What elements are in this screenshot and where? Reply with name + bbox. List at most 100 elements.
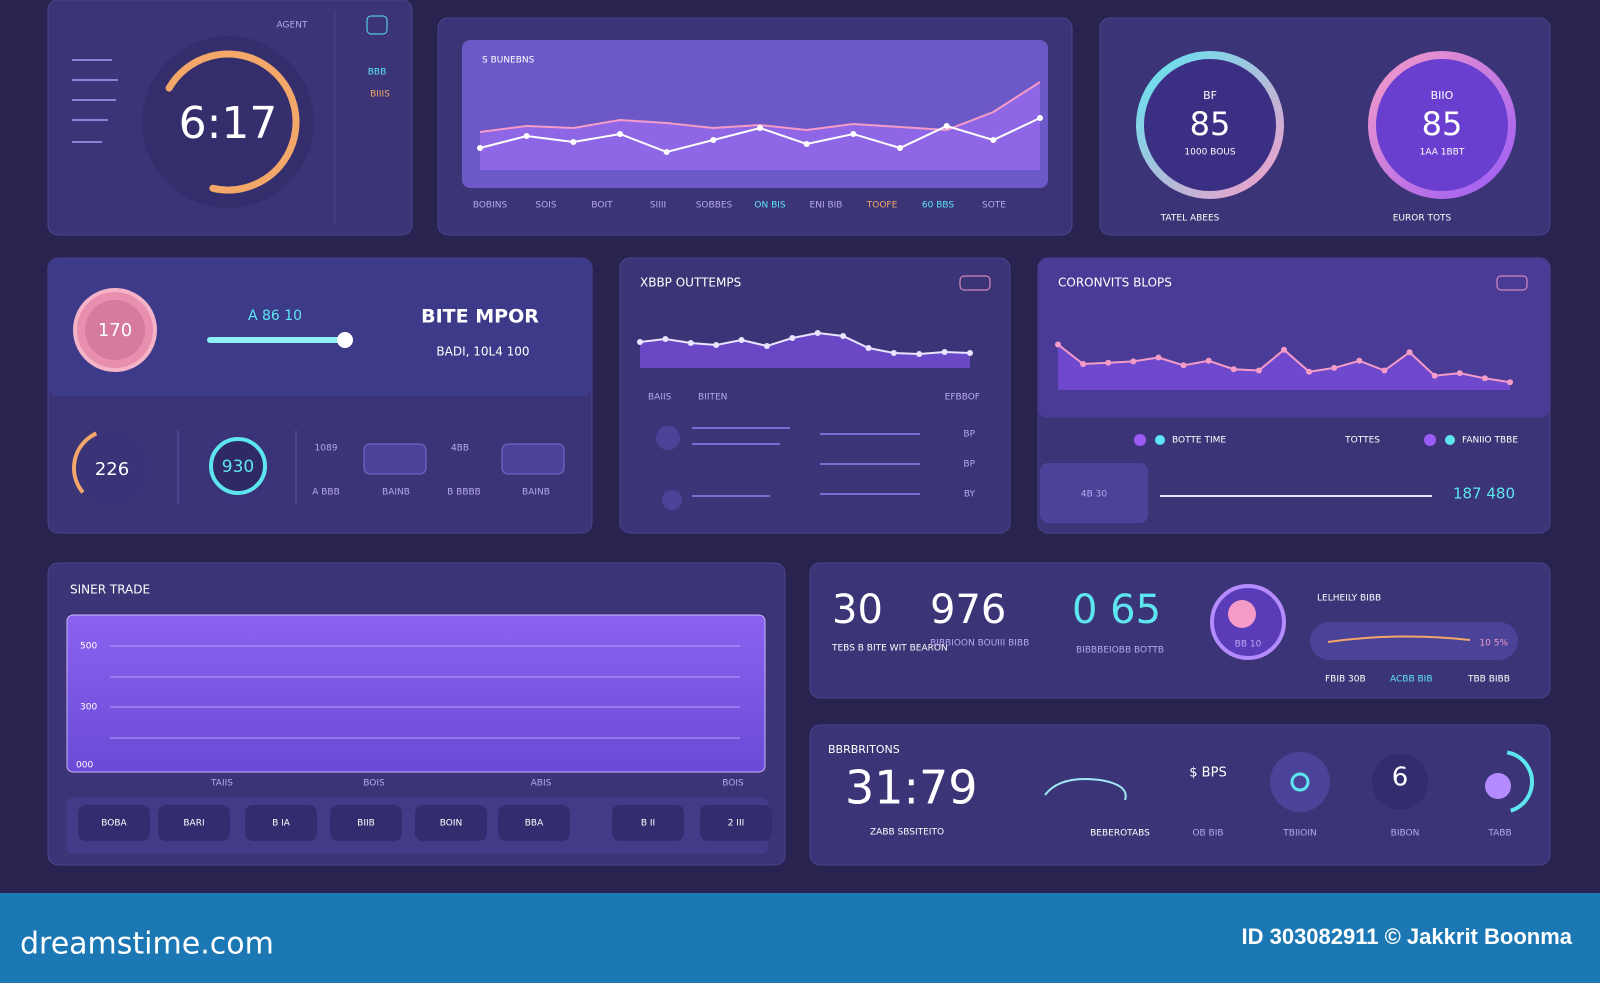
point — [738, 337, 745, 343]
credit: ID 303082911 © Jakkrit Boonma — [1241, 924, 1572, 949]
point — [1105, 359, 1112, 366]
ring-sub: 1AA 1BBT — [1420, 148, 1465, 158]
knob-icon — [1290, 772, 1310, 792]
button[interactable] — [78, 805, 150, 841]
point — [1180, 362, 1187, 369]
icon — [1044, 778, 1127, 801]
footer — [0, 893, 1600, 983]
row-value: BP — [963, 460, 975, 470]
point — [1481, 375, 1488, 382]
x-label: BOIS — [363, 779, 385, 789]
ring-value: 85 — [1190, 105, 1231, 143]
x-label: TAIIS — [210, 779, 233, 789]
player-panel: 170 A 86 10 BITE MPOR BADI, 10L4 100 226… — [47, 257, 593, 534]
readout: 10 5% — [1479, 639, 1508, 649]
x-label: BOIT — [591, 201, 613, 211]
legend-label: ACBB BIB — [1390, 675, 1433, 685]
tile[interactable] — [363, 443, 427, 475]
x-label: BOBINS — [473, 201, 508, 211]
readout: 187 480 — [1453, 485, 1515, 503]
ring-value: 930 — [222, 457, 254, 477]
pill — [1310, 622, 1518, 660]
point — [840, 333, 847, 339]
button-label: BIIB — [357, 819, 375, 829]
legend-label: TOTTES — [1344, 436, 1380, 446]
gauge-inner — [85, 300, 145, 360]
point — [990, 137, 997, 143]
point — [570, 139, 577, 145]
small-gauge-bg — [74, 430, 150, 506]
stats-panel: 30 976 0 65 TEBS B BITE WIT BEARON BIBBI… — [809, 562, 1551, 699]
growth-panel: CORONVITS BLOPS BOTTE TIME TOTTES FANIIO… — [1037, 257, 1551, 534]
point — [1507, 379, 1513, 386]
outcomes-panel: XBBP OUTTEMPS BAIIS BIITEN EFBBOF BP BP … — [619, 257, 1011, 534]
tile-label: B BBBB — [447, 488, 481, 498]
pill[interactable] — [1040, 463, 1148, 523]
line — [639, 331, 971, 356]
point — [789, 335, 796, 341]
stat-label: BIBBIOON BOUIII BIBB — [930, 639, 1029, 649]
chart-area — [66, 614, 766, 773]
panel-title: CORONVITS BLOPS — [1058, 276, 1172, 290]
legend-label: FANIIO TBBE — [1462, 436, 1518, 446]
point — [757, 125, 763, 131]
ring-caption: EUROR TOTS — [1393, 214, 1452, 224]
point — [916, 351, 923, 357]
tile[interactable] — [501, 443, 565, 475]
icon[interactable] — [1496, 275, 1528, 291]
panel — [809, 562, 1551, 699]
button[interactable] — [612, 805, 684, 841]
ring-caption: TATEL ABEES — [1160, 214, 1220, 224]
point — [967, 350, 973, 356]
x-label: TOOFE — [866, 201, 898, 211]
metric-caption: ZABB SBSITEITO — [870, 828, 944, 838]
point — [637, 339, 643, 345]
item-label: BEBEROTABS — [1090, 829, 1150, 839]
button-label: B IA — [272, 819, 291, 829]
tile-label: A BBB — [312, 488, 340, 498]
knob[interactable] — [1270, 752, 1330, 812]
point — [1055, 341, 1061, 348]
slider-knob[interactable] — [337, 332, 353, 348]
legend-label: BOTTE TIME — [1172, 436, 1226, 446]
tile-label: 4BB — [451, 444, 469, 454]
point — [1205, 357, 1212, 364]
ring-top: BF — [1203, 89, 1217, 102]
slider-label: A 86 10 — [248, 308, 302, 324]
gauge-value: 170 — [98, 320, 132, 341]
point — [663, 149, 670, 155]
legend-dot — [1134, 434, 1146, 446]
x-label: ON BIS — [754, 201, 786, 211]
ring — [1368, 51, 1516, 199]
player-subtitle: BADI, 10L4 100 — [436, 345, 529, 359]
button-label: BOIN — [440, 819, 463, 829]
point — [1080, 361, 1087, 367]
y-label: 000 — [76, 761, 93, 771]
button[interactable] — [415, 805, 487, 841]
item-label: TABB — [1487, 829, 1511, 839]
column-header: BAIIS — [648, 393, 672, 403]
gauge-bg — [142, 36, 314, 208]
side-label: BIIIS — [370, 90, 390, 100]
button[interactable] — [158, 805, 230, 841]
row-lines — [692, 427, 920, 497]
trend-panel: S BUNEBNS BOBINS SOIS BOIT SIIII SOBBES ON BI… — [437, 17, 1073, 236]
point — [1230, 366, 1237, 373]
icon[interactable] — [366, 15, 388, 35]
icon[interactable] — [959, 275, 991, 291]
item-label: TBIIOIN — [1282, 829, 1316, 839]
point — [617, 131, 623, 137]
button[interactable] — [330, 805, 402, 841]
area — [1058, 344, 1510, 390]
panel-title: XBBP OUTTEMPS — [640, 276, 741, 290]
small-gauge-value: 226 — [95, 459, 129, 480]
ring — [1136, 51, 1284, 199]
ring-sub: 1000 BOUS — [1184, 148, 1235, 158]
counter-value: 6 — [1392, 763, 1409, 793]
legend-dot — [1445, 435, 1455, 445]
button[interactable] — [245, 805, 317, 841]
button[interactable] — [700, 805, 772, 841]
button[interactable] — [498, 805, 570, 841]
panel-title: LELHEILY BIBB — [1317, 594, 1381, 604]
